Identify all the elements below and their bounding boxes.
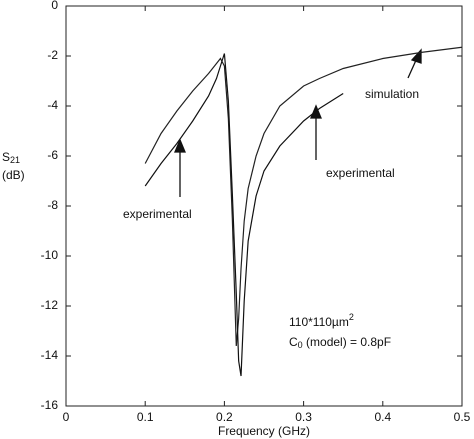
x-tick-label: 0.4 [374, 410, 391, 424]
note-sub: 0 [298, 340, 303, 350]
y-tick-label: -2 [47, 48, 58, 62]
note: 110*110µm2 [289, 312, 354, 329]
y-tick-label: -16 [41, 398, 59, 412]
y-tick-label: -8 [47, 198, 58, 212]
series-annotation: experimental [123, 207, 192, 221]
y-tick-label: -10 [41, 248, 59, 262]
note-rest: (model) = 0.8pF [303, 335, 391, 349]
x-axis-label: Frequency (GHz) [218, 424, 310, 438]
y-axis-unit: (dB) [2, 168, 25, 182]
plot-frame [65, 5, 463, 407]
y-axis-label: S21 [2, 150, 20, 165]
series-annotation: experimental [326, 166, 395, 180]
x-tick-label: 0.2 [216, 410, 233, 424]
y-label-sub: 21 [10, 155, 20, 165]
series-line [144, 53, 344, 377]
x-tick-label: 0.5 [454, 410, 471, 424]
x-tick-label: 0.1 [137, 410, 154, 424]
y-tick-label: -4 [47, 98, 58, 112]
note-sup: 2 [349, 312, 354, 322]
x-tick-label: 0 [63, 410, 70, 424]
note: C0 (model) = 0.8pF [289, 335, 391, 350]
note-text: C [289, 335, 298, 349]
arrow-head [174, 138, 186, 153]
series-annotation: simulation [365, 87, 419, 101]
arrow-head [410, 48, 422, 64]
arrow-head [310, 104, 322, 119]
y-label-main: S [2, 150, 10, 164]
y-tick-label: 0 [51, 0, 58, 12]
y-tick-label: -6 [47, 148, 58, 162]
arrows [174, 48, 422, 197]
y-tick-label: -12 [41, 298, 59, 312]
note-text: 110*110µm [289, 315, 349, 329]
y-tick-label: -14 [41, 348, 59, 362]
x-tick-label: 0.3 [295, 410, 312, 424]
series-line [144, 46, 463, 347]
